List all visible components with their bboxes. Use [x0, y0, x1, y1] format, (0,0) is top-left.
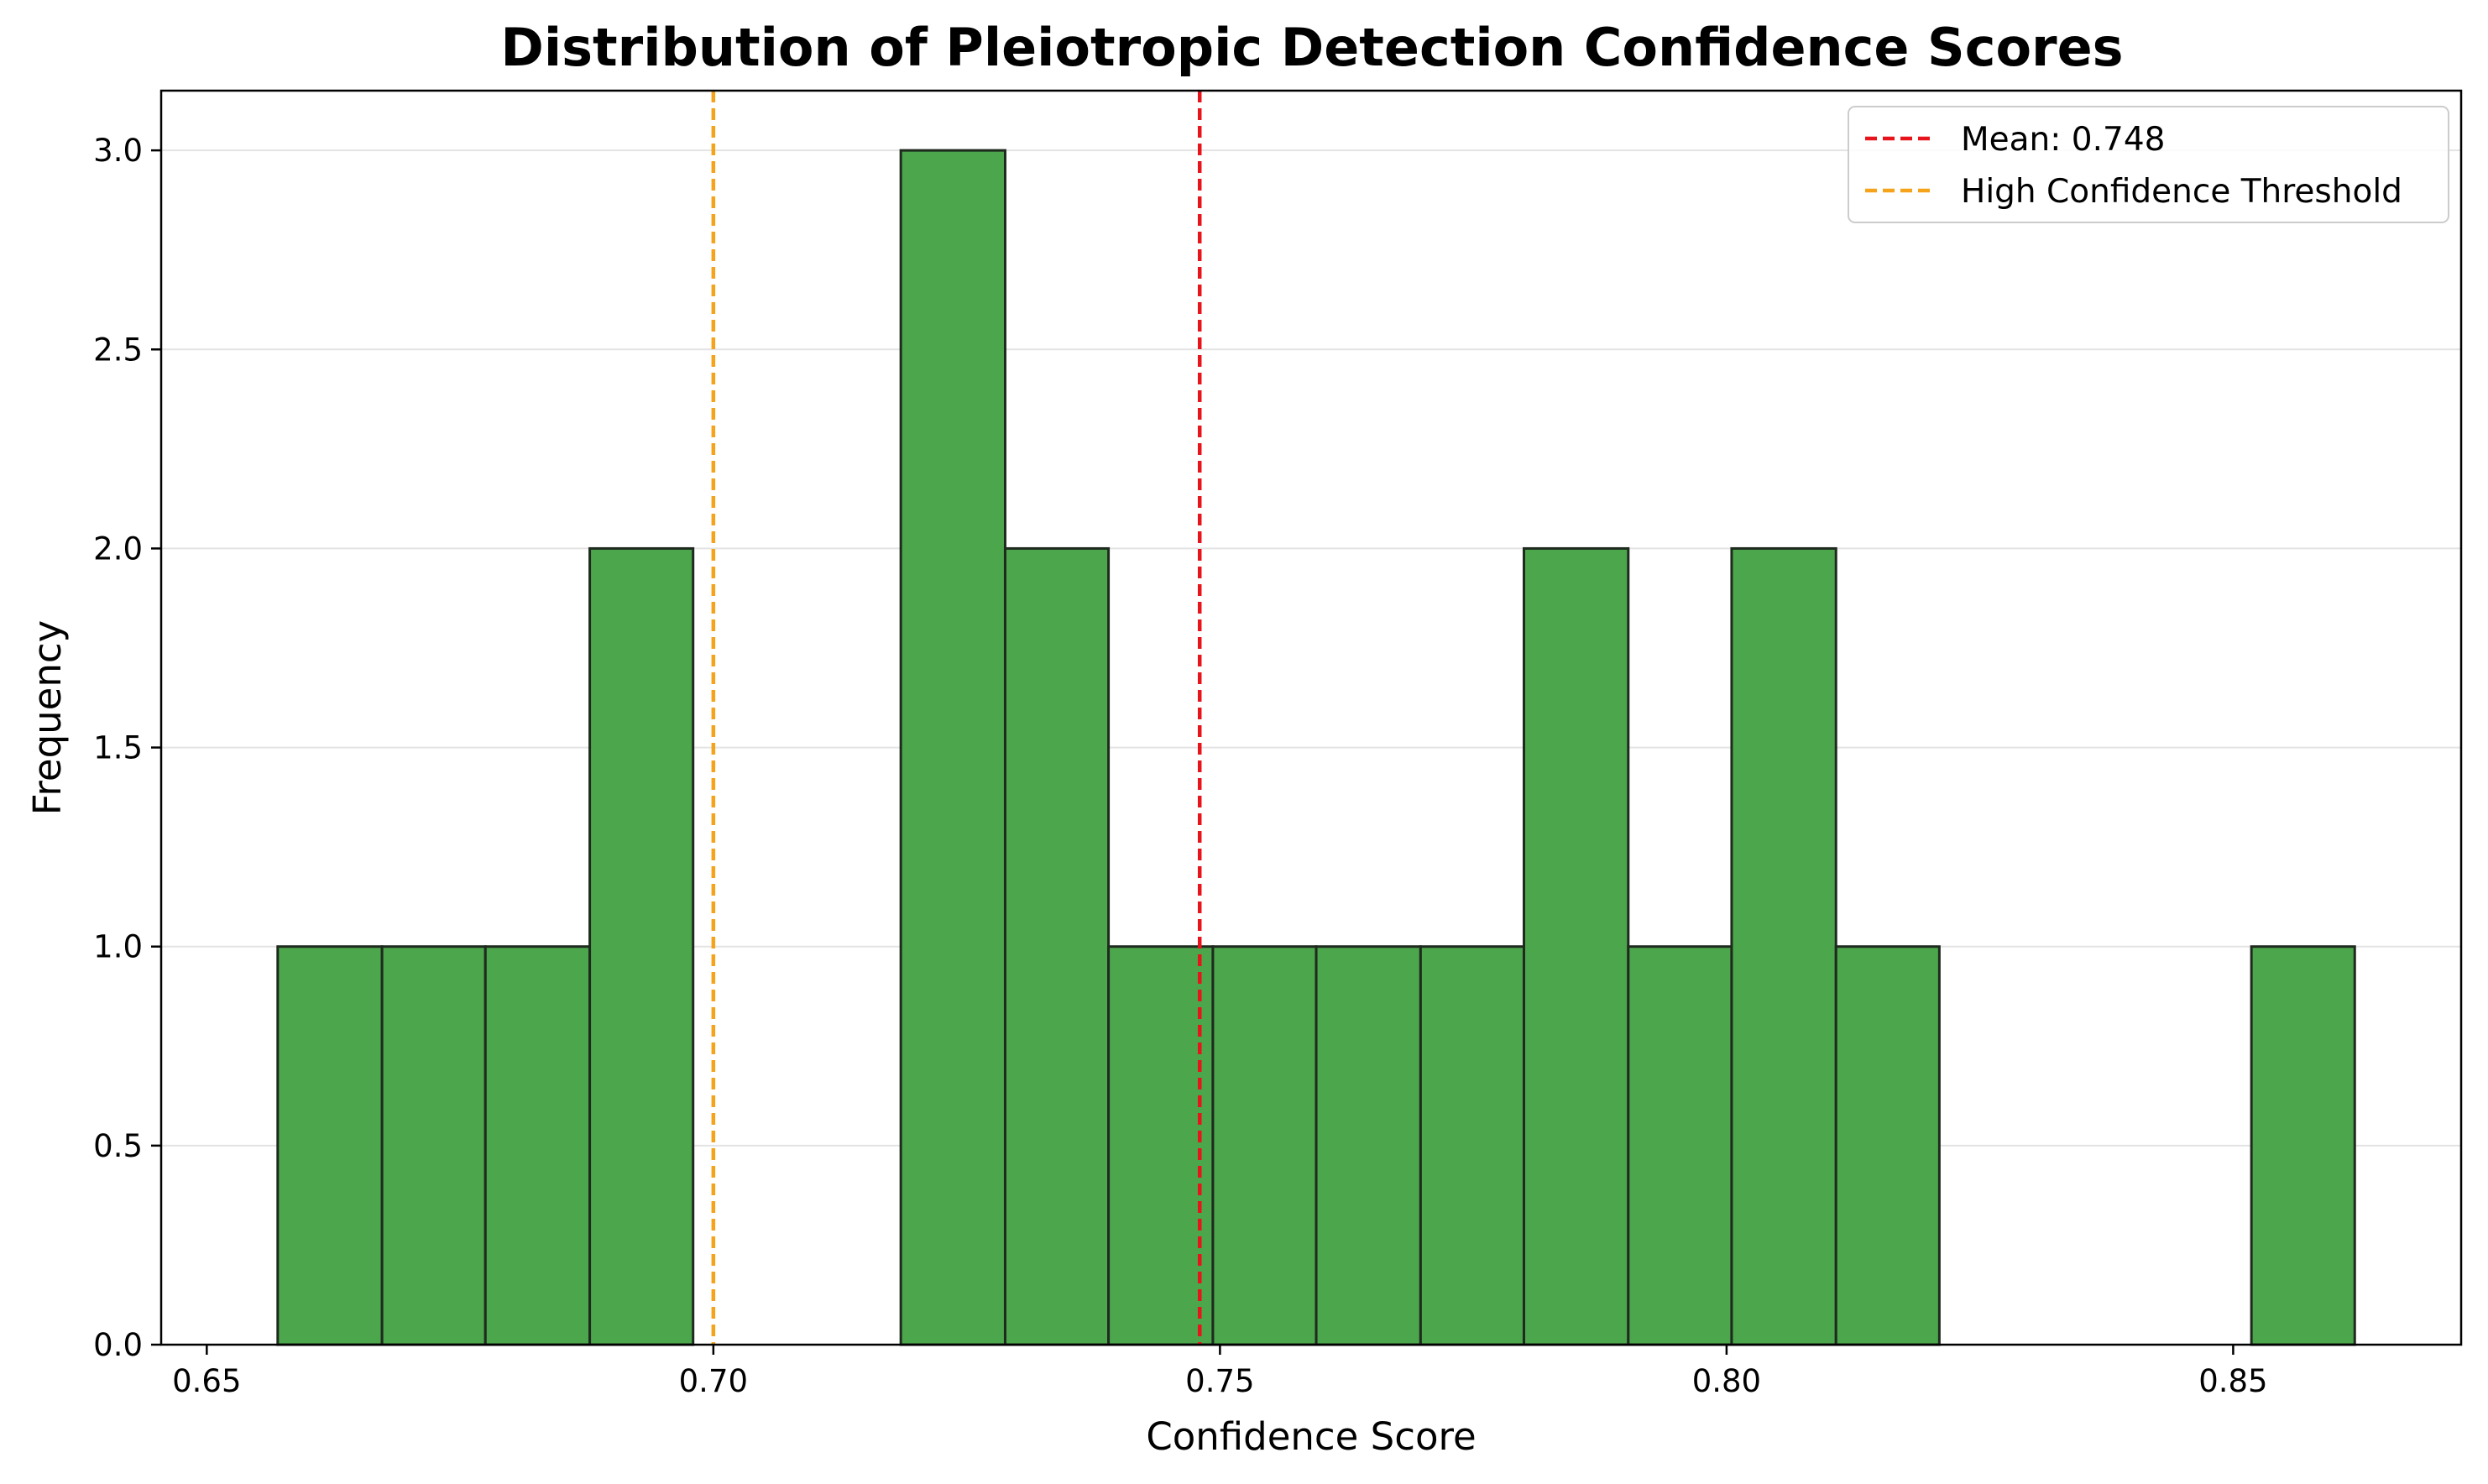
- x-tick-label-0: 0.65: [172, 1363, 241, 1399]
- x-tick-label-1: 0.70: [679, 1363, 748, 1399]
- legend-box: [1848, 106, 2449, 223]
- histogram-bar-8: [1107, 945, 1215, 1346]
- y-tick-label-6: 3.0: [93, 133, 143, 169]
- y-axis-ticks: 0.0 0.5 1.0 1.5 2.0 2.5 3.0: [93, 133, 161, 1363]
- histogram-bar-10: [1315, 945, 1422, 1346]
- x-tick-label-3: 0.80: [1692, 1363, 1761, 1399]
- histogram-bar-9: [1211, 945, 1318, 1346]
- y-tick-label-0: 0.0: [93, 1327, 143, 1363]
- histogram-bar-1: [380, 945, 487, 1346]
- histogram-bar-13: [1627, 945, 1733, 1346]
- chart-title: Distribution of Pleiotropic Detection Co…: [500, 17, 2123, 78]
- plot-frame: [159, 89, 2463, 1346]
- y-tick-label-3: 1.5: [93, 730, 143, 766]
- histogram-bar-3: [588, 546, 695, 1346]
- legend: Mean: 0.748 High Confidence Threshold: [1848, 106, 2449, 223]
- x-axis-ticks: 0.65 0.70 0.75 0.80 0.85: [172, 1345, 2268, 1399]
- y-axis-label: Frequency: [25, 620, 70, 815]
- histogram-bar-14: [1730, 546, 1837, 1346]
- histogram-bar-12: [1522, 546, 1630, 1346]
- y-tick-label-4: 2.0: [93, 530, 143, 567]
- histogram-bar-2: [483, 945, 592, 1346]
- histogram-bars: [276, 149, 2356, 1346]
- histogram-bar-0: [276, 945, 384, 1346]
- histogram-bar-11: [1419, 945, 1525, 1346]
- y-tick-label-1: 0.5: [93, 1128, 143, 1164]
- histogram-bar-19: [2250, 945, 2356, 1346]
- histogram-bar-15: [1834, 945, 1941, 1346]
- y-tick-label-5: 2.5: [93, 332, 143, 368]
- legend-mean-label: Mean: 0.748: [1961, 121, 2165, 159]
- histogram-bar-6: [899, 149, 1006, 1346]
- legend-threshold-label: High Confidence Threshold: [1961, 173, 2402, 211]
- x-tick-label-4: 0.85: [2198, 1363, 2267, 1399]
- x-axis-label: Confidence Score: [1146, 1414, 1476, 1459]
- y-tick-label-2: 1.0: [93, 929, 143, 965]
- x-tick-label-2: 0.75: [1185, 1363, 1254, 1399]
- histogram-bar-7: [1003, 546, 1111, 1346]
- reference-lines: [711, 91, 1202, 1345]
